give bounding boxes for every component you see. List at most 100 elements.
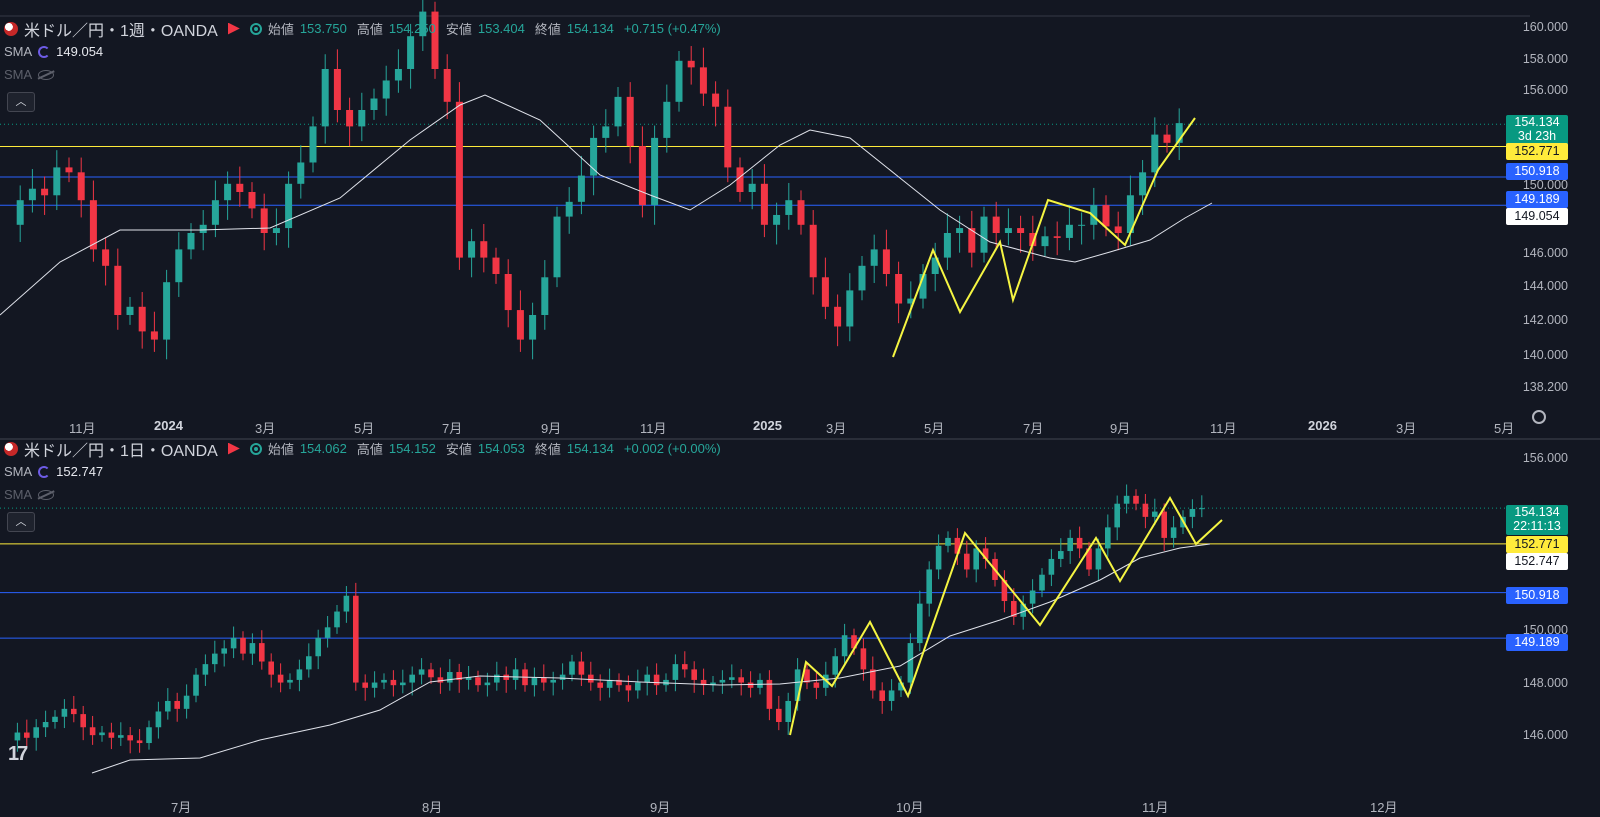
daily-candle-body xyxy=(785,700,791,722)
price-tag: 149.054 xyxy=(1506,208,1568,225)
daily-chart-canvas[interactable] xyxy=(0,440,1600,817)
price-tag: 154.134 3d 23h xyxy=(1506,115,1568,145)
usd-jpy-flag-icon xyxy=(4,441,18,456)
daily-candle-body xyxy=(512,669,519,680)
time-axis-label: 8月 xyxy=(422,800,443,815)
daily-candle-body xyxy=(287,679,293,683)
weekly-candle-body xyxy=(248,192,256,209)
pane-divider[interactable] xyxy=(0,438,1600,440)
indicator-row-sma[interactable]: SMA 149.054 xyxy=(4,40,721,63)
daily-candle-body xyxy=(503,674,509,680)
price-tag: 149.189 xyxy=(1506,191,1568,208)
time-axis-label: 7月 xyxy=(442,421,463,436)
weekly-candle-body xyxy=(651,137,659,206)
daily-candle-body xyxy=(616,679,622,686)
weekly-candle-body xyxy=(614,96,622,127)
daily-candle-body xyxy=(597,682,603,688)
daily-candle-body xyxy=(136,740,143,744)
weekly-candle-body xyxy=(1163,134,1171,143)
daily-candle-body xyxy=(475,677,481,686)
weekly-sma-line xyxy=(0,94,1213,316)
symbol-title[interactable]: 米ドル／円・1週・OANDA xyxy=(24,22,218,40)
symbol-row[interactable]: 米ドル／円・1週・OANDA 始値 153.750 高値 154.250 安値 153… xyxy=(4,17,721,40)
indicator-name: SMA xyxy=(4,487,33,502)
weekly-candle-body xyxy=(1175,123,1183,143)
daily-chart-pane[interactable]: 米ドル／円・1日・OANDA 始値 154.062 高値 154.152 安値 154… xyxy=(0,440,1600,817)
gear-icon[interactable] xyxy=(1532,410,1546,424)
price-tag: 152.771 xyxy=(1506,536,1568,553)
price-axis-label: 146.000 xyxy=(1522,728,1568,742)
symbol-row[interactable]: 米ドル／円・1日・OANDA 始値 154.062 高値 154.152 安値 154… xyxy=(4,437,721,460)
high-label: 高値 xyxy=(356,22,383,37)
daily-candle-body xyxy=(729,677,735,680)
daily-candle-body xyxy=(1133,495,1139,504)
collapse-legend-button[interactable]: ︿ xyxy=(7,92,35,112)
time-axis-label: 3月 xyxy=(1396,421,1417,436)
daily-candle-body xyxy=(1152,511,1158,517)
daily-candle-body xyxy=(879,690,885,701)
weekly-candle-body xyxy=(1041,236,1049,247)
indicator-row-sma[interactable]: SMA 152.747 xyxy=(4,460,721,483)
daily-candle-body xyxy=(14,732,21,741)
daily-candle-body xyxy=(1029,590,1036,604)
price-axis-label: 160.000 xyxy=(1522,20,1568,34)
weekly-candle-body xyxy=(431,11,439,70)
weekly-candle-body xyxy=(931,257,939,274)
weekly-candle-body xyxy=(1151,134,1159,173)
indicator-value: 149.054 xyxy=(56,44,104,59)
weekly-candle-body xyxy=(760,183,768,225)
usd-jpy-flag-icon xyxy=(4,21,18,36)
time-axis-label: 9月 xyxy=(650,800,671,815)
tradingview-logo-icon[interactable]: 17 xyxy=(8,743,28,765)
daily-candle-body xyxy=(710,682,716,686)
daily-candle-body xyxy=(99,732,105,736)
price-tag: 152.771 xyxy=(1506,143,1568,160)
weekly-candle-body xyxy=(943,233,951,258)
weekly-candle-body xyxy=(77,172,85,201)
live-status-icon xyxy=(249,22,262,35)
daily-candle-body xyxy=(174,700,180,709)
time-axis-label: 3月 xyxy=(255,421,276,436)
price-axis-label: 150.000 xyxy=(1522,623,1568,637)
zigzag-drawing[interactable] xyxy=(892,117,1196,358)
weekly-candle-body xyxy=(907,298,915,304)
weekly-candle-body xyxy=(236,183,244,192)
price-tag-countdown: 22:11:13 xyxy=(1513,519,1561,533)
time-axis-label: 9月 xyxy=(541,421,562,436)
indicator-name: SMA xyxy=(4,67,33,82)
daily-candle-body xyxy=(531,677,538,686)
daily-candle-body xyxy=(907,643,914,683)
weekly-candle-body xyxy=(138,306,146,332)
eye-off-icon[interactable] xyxy=(38,489,55,500)
eye-off-icon[interactable] xyxy=(38,69,55,80)
daily-candle-body xyxy=(127,735,133,741)
daily-candle-body xyxy=(409,674,415,683)
weekly-candle-body xyxy=(956,228,964,233)
daily-candle-body xyxy=(390,679,397,686)
low-value: 153.404 xyxy=(477,21,525,36)
time-axis-label: 2024 xyxy=(154,418,183,433)
price-axis-label: 156.000 xyxy=(1522,451,1568,465)
collapse-legend-button[interactable]: ︿ xyxy=(7,512,35,532)
daily-candle-body xyxy=(277,674,284,683)
zigzag-drawing[interactable] xyxy=(789,496,1223,736)
daily-candle-body xyxy=(212,653,218,665)
low-value: 154.053 xyxy=(477,441,525,456)
indicator-row-sma-hidden[interactable]: SMA xyxy=(4,63,721,86)
weekly-candle-body xyxy=(504,274,512,311)
symbol-title[interactable]: 米ドル／円・1日・OANDA xyxy=(24,442,218,460)
weekly-candle-body xyxy=(407,36,415,69)
daily-candle-body xyxy=(400,682,406,686)
daily-candle-body xyxy=(644,674,650,683)
indicator-name: SMA xyxy=(4,44,33,59)
daily-candle-body xyxy=(155,711,162,728)
daily-candle-body xyxy=(700,679,707,686)
weekly-candle-body xyxy=(1078,224,1086,226)
indicator-row-sma-hidden[interactable]: SMA xyxy=(4,483,721,506)
weekly-candle-body xyxy=(211,200,219,225)
weekly-chart-pane[interactable]: 米ドル／円・1週・OANDA 始値 153.750 高値 154.250 安値 153… xyxy=(0,0,1600,438)
weekly-candle-body xyxy=(785,200,793,215)
weekly-candle-body xyxy=(638,146,646,206)
weekly-candle-body xyxy=(1114,226,1122,233)
weekly-chart-canvas[interactable] xyxy=(0,0,1600,438)
